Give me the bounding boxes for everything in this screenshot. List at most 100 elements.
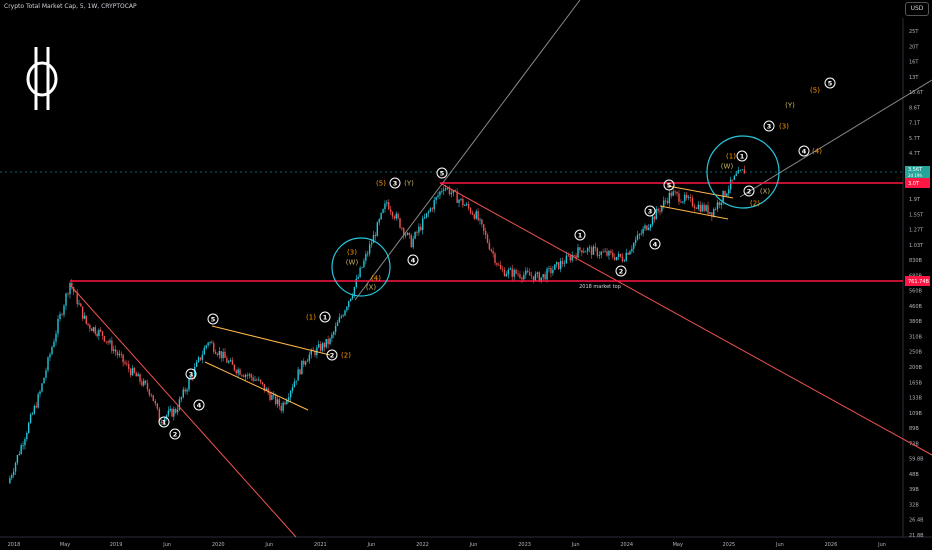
candle-body — [148, 389, 151, 395]
candle-body — [410, 235, 412, 248]
x-tick-label: Jun — [162, 542, 171, 548]
channel-upper-2019 — [211, 325, 331, 356]
downtrend-line-2022 — [439, 182, 932, 456]
wave-label-circle — [326, 349, 338, 361]
candle-body — [325, 339, 327, 348]
candle-body — [682, 201, 684, 203]
y-tick-label: 73B — [909, 441, 919, 447]
candle-body — [657, 208, 659, 211]
wave-label: (4) — [371, 274, 381, 282]
candle-body — [336, 322, 339, 326]
candle-body — [670, 192, 672, 196]
candle-body — [456, 191, 458, 203]
candle-body — [192, 376, 194, 378]
candle-body — [22, 445, 24, 447]
candle-body — [433, 200, 435, 210]
wave-label: 3 — [189, 370, 194, 378]
candle-body — [271, 394, 273, 400]
uptrend-ray-projection — [739, 79, 932, 198]
candle-body — [355, 278, 357, 287]
candle-body — [429, 208, 432, 212]
channel-lower-2024 — [659, 205, 729, 220]
svg-text:2d 19h: 2d 19h — [908, 173, 922, 178]
candle-body — [674, 191, 676, 193]
downtrend-line-2018 — [69, 284, 297, 538]
candle-body — [218, 351, 221, 355]
wave-label: 3 — [648, 207, 653, 215]
candle-body — [384, 203, 386, 210]
candle-body — [308, 354, 311, 361]
candle-body — [293, 381, 296, 388]
candle-body — [105, 341, 107, 343]
candle-body — [124, 362, 126, 364]
wave-label-circle — [207, 313, 219, 325]
candle-body — [297, 369, 299, 381]
candle-body — [486, 235, 489, 243]
wave-label: (Y) — [785, 101, 795, 109]
candle-body — [14, 462, 17, 472]
y-tick-label: 560B — [909, 289, 923, 295]
candle-body — [519, 274, 521, 278]
candle-body — [546, 268, 548, 280]
candle-body — [49, 354, 51, 358]
candle-body — [625, 252, 627, 261]
candle-body — [633, 242, 635, 249]
wave-label-circle — [824, 77, 836, 89]
candle-body — [594, 246, 597, 249]
candle-body — [188, 379, 190, 390]
support-annotation: 2018 market top — [579, 284, 621, 290]
candle-body — [131, 367, 134, 376]
candle-body — [209, 342, 211, 343]
candle-body — [53, 341, 55, 348]
candle-body — [109, 340, 111, 343]
candle-body — [391, 212, 394, 217]
candle-body — [649, 224, 652, 228]
candle-body — [378, 219, 380, 223]
candle-body — [129, 369, 132, 376]
candle-body — [731, 179, 734, 181]
channel-lower-2019 — [204, 361, 309, 411]
candle-body — [20, 445, 22, 454]
candle-body — [619, 253, 622, 257]
candle-body — [532, 276, 535, 281]
x-tick-label: 2018 — [8, 542, 21, 548]
wave-label: 5 — [440, 169, 445, 177]
candle-body — [483, 224, 485, 231]
candle-body — [76, 292, 78, 305]
candle-body — [557, 262, 560, 270]
candle-body — [278, 399, 281, 407]
y-tick-label: 26.4B — [909, 518, 924, 524]
candle-body — [205, 345, 207, 348]
wave-label-circle — [649, 238, 661, 250]
y-tick-label: 380B — [909, 319, 923, 325]
candle-body — [651, 216, 654, 225]
candle-body — [488, 242, 491, 250]
candle-body — [695, 207, 698, 209]
candle-body — [563, 263, 566, 265]
candle-body — [621, 256, 624, 262]
price-label-current: 3.56T 2d 19h — [905, 166, 930, 178]
candle-body — [334, 325, 337, 332]
wave-label: (X) — [760, 187, 771, 195]
wave-label-circle — [185, 368, 197, 380]
y-tick-label: 830B — [909, 258, 923, 264]
candle-body — [357, 277, 359, 279]
currency-button[interactable]: USD — [905, 2, 929, 16]
candle-body — [180, 397, 183, 400]
candle-body — [258, 379, 260, 381]
candle-body — [372, 234, 375, 244]
candle-body — [63, 305, 65, 315]
candle-body — [220, 351, 222, 359]
candle-body — [363, 260, 365, 268]
wave-label: (5) — [376, 179, 386, 187]
wave-label: (1) — [306, 313, 316, 321]
candle-body — [713, 209, 715, 217]
candle-body — [41, 383, 43, 392]
svg-text:3.56T: 3.56T — [908, 167, 923, 173]
candle-body — [176, 409, 179, 413]
y-tick-label: 10.6T — [909, 90, 924, 96]
candle-body — [327, 339, 329, 344]
candle-body — [118, 353, 121, 356]
candle-body — [65, 293, 67, 306]
